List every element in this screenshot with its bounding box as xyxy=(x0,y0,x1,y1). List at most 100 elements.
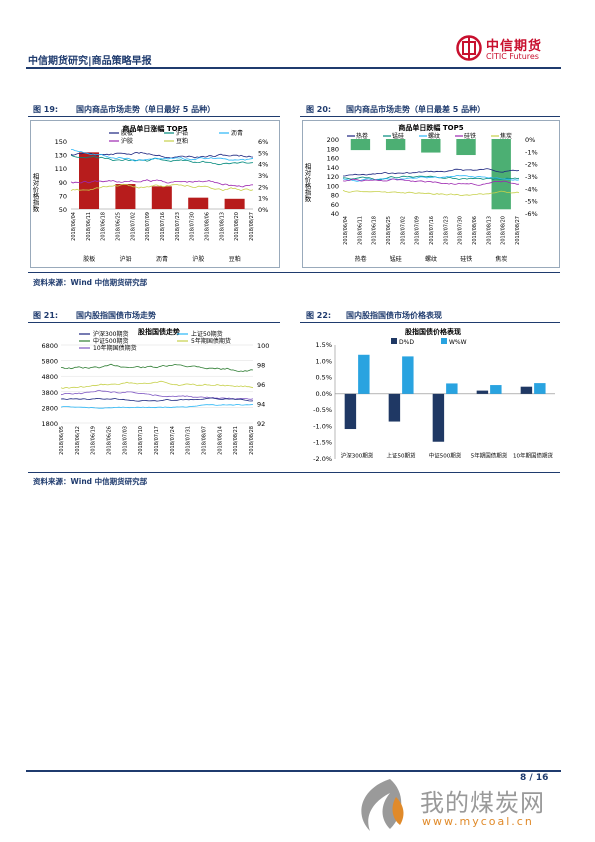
category-label: 上证50期货 xyxy=(387,451,416,459)
y-axis-label: 相对价格指数 xyxy=(31,172,39,214)
y2-tick-label: -5% xyxy=(525,198,538,206)
bar-沪铅 xyxy=(115,184,136,209)
y-tick-label: 0.0% xyxy=(315,390,332,398)
x-tick-label: 2018/08/14 xyxy=(217,426,223,455)
category-label: 硅铁 xyxy=(460,255,472,263)
bar-W%W xyxy=(358,354,370,394)
y-tick-label: 110 xyxy=(55,165,67,173)
x-tick-label: 2018/06/26 xyxy=(107,426,113,455)
category-label: 胶板 xyxy=(83,255,95,263)
legend-label: 硅铁 xyxy=(464,132,476,140)
x-tick-label: 2018/06/12 xyxy=(75,426,81,455)
y2-tick-label: -4% xyxy=(525,185,538,193)
legend-label: 上证50期货 xyxy=(191,330,223,338)
x-tick-label: 2018/08/27 xyxy=(249,212,255,241)
x-tick-label: 2018/08/28 xyxy=(249,426,255,455)
category-label: 沪深300期货 xyxy=(341,451,374,459)
series-line xyxy=(70,183,254,192)
x-tick-label: 2018/07/09 xyxy=(415,216,421,245)
series-line xyxy=(60,380,254,389)
bar-D%D xyxy=(520,386,533,394)
y-tick-label: 50 xyxy=(59,206,67,214)
y2-tick-label: 1% xyxy=(258,195,268,203)
fig20-caption: 国内商品市场走势（单日最差 5 品种） xyxy=(346,105,486,114)
bar-胶板 xyxy=(79,152,100,209)
series-line xyxy=(60,363,254,372)
x-tick-label: 2018/07/09 xyxy=(145,212,151,241)
category-label: 锰硅 xyxy=(390,255,402,263)
y-axis-label: 相对价格指数 xyxy=(303,162,311,204)
legend-swatch xyxy=(391,338,397,344)
y-tick-label: 180 xyxy=(327,145,339,153)
y2-tick-label: 0% xyxy=(258,206,268,214)
legend-label: 锰硅 xyxy=(392,132,404,140)
x-tick-label: 2018/08/07 xyxy=(202,426,208,455)
x-tick-label: 2018/08/13 xyxy=(486,216,492,245)
y-tick-label: -2.0% xyxy=(313,455,332,463)
legend-label: 5年期国债期货 xyxy=(191,337,231,345)
y2-tick-label: 3% xyxy=(258,172,268,180)
y-tick-label: -1.0% xyxy=(313,422,332,430)
logo-text-en: CITIC Futures xyxy=(486,52,539,61)
bar-D%D xyxy=(432,393,445,442)
y-tick-label: 200 xyxy=(327,136,339,144)
y2-tick-label: 4% xyxy=(258,161,268,169)
x-tick-label: 2018/07/30 xyxy=(190,212,196,241)
category-label: 沪胶 xyxy=(192,255,204,263)
y-tick-label: 70 xyxy=(59,192,67,200)
series-line xyxy=(60,403,254,409)
fig21-label: 图 21: xyxy=(33,311,59,320)
category-label: 5年期国债期货 xyxy=(471,451,508,459)
fig19-caption: 国内商品市场走势（单日最好 5 品种） xyxy=(76,105,216,114)
legend-label: 胶板 xyxy=(121,129,133,137)
series-line xyxy=(342,190,520,197)
bar-W%W xyxy=(490,385,502,394)
y2-tick-label: 94 xyxy=(257,401,265,409)
x-tick-label: 2018/06/25 xyxy=(386,216,392,245)
report-header-title: 中信期货研究|商品策略早报 xyxy=(28,56,152,67)
y2-tick-label: 2% xyxy=(258,183,268,191)
y2-tick-label: 98 xyxy=(257,362,265,370)
series-line xyxy=(60,389,254,400)
chart-title: 商品单日跌幅 TOP5 xyxy=(398,123,463,132)
legend-label: 中证500期货 xyxy=(93,337,128,345)
legend-label: W%W xyxy=(449,339,467,346)
category-label: 中证500期货 xyxy=(429,451,462,459)
fig22-svg: 股指国债价格表现 1.5% 1.0% 0.5% 0.0% -0.5% -1.0% -1.5% -… xyxy=(313,327,555,463)
legend-label: 10年期国债期货 xyxy=(93,344,137,352)
x-tick-label: 2018/06/05 xyxy=(59,426,65,455)
x-tick-label: 2018/07/23 xyxy=(443,216,449,245)
y-tick-label: 6800 xyxy=(41,342,58,350)
bar-D%D xyxy=(388,393,401,422)
series-line xyxy=(342,175,520,181)
category-label: 豆粕 xyxy=(229,255,241,263)
y-tick-label: 90 xyxy=(59,179,67,187)
category-label: 热卷 xyxy=(355,255,367,263)
legend-label: 焦炭 xyxy=(500,132,512,140)
company-logo: 中信期货 CITIC Futures xyxy=(456,35,566,65)
y-tick-label: 100 xyxy=(327,182,339,190)
category-label: 沪铅 xyxy=(120,255,132,263)
source-note-2: 资料来源：Wind 中信期货研究部 xyxy=(33,477,148,486)
x-tick-label: 2018/06/25 xyxy=(116,212,122,241)
x-tick-label: 2018/06/18 xyxy=(372,216,378,245)
y2-tick-label: 100 xyxy=(257,342,269,350)
fig20-label: 图 20: xyxy=(306,105,332,114)
x-tick-label: 2018/07/16 xyxy=(160,212,166,241)
footer-rule xyxy=(26,770,561,772)
x-tick-label: 2018/06/11 xyxy=(86,212,92,241)
bar-豆粕 xyxy=(224,198,245,209)
y-tick-label: 5800 xyxy=(41,358,58,366)
y2-tick-label: 6% xyxy=(258,138,268,146)
legend-label: 沥青 xyxy=(231,129,243,137)
y2-tick-label: -1% xyxy=(525,148,538,156)
legend-label: 沪深300期货 xyxy=(93,330,128,338)
bar-D%D xyxy=(344,393,357,430)
x-tick-label: 2018/07/30 xyxy=(458,216,464,245)
bar-D%D xyxy=(476,390,489,394)
x-tick-label: 2018/06/18 xyxy=(101,212,107,241)
x-tick-label: 2018/07/24 xyxy=(170,426,176,455)
bar-W%W xyxy=(534,383,546,394)
series-line xyxy=(342,178,520,186)
x-tick-label: 2018/07/02 xyxy=(130,212,136,241)
